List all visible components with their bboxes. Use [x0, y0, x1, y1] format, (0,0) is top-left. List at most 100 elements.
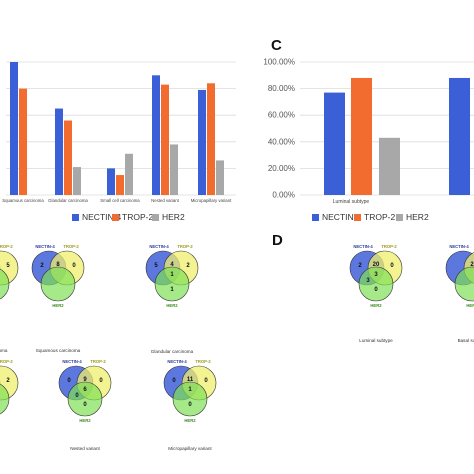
venn-caption: ...al Carcinoma [0, 348, 8, 353]
venn-label-trop: TROP-2 [177, 244, 193, 249]
venn-caption: Glandular carcinoma [151, 349, 194, 354]
y-tick-label: 40.00% [268, 137, 295, 146]
venn-circle-her2 [172, 381, 208, 417]
venn-label-her2: HER2 [184, 418, 196, 423]
venn-value-abc: 1 [170, 272, 174, 278]
venn-value-b: 2 [186, 263, 190, 269]
venn-caption: Squamous carcinoma [36, 348, 81, 353]
bar-nectin-4-3 [152, 75, 160, 195]
bar-nectin-4-2 [107, 168, 115, 195]
chart-b-gridlines [6, 61, 236, 196]
venn-label-trop: TROP-2 [90, 359, 106, 364]
bar-trop-2-3 [161, 84, 169, 195]
category-label: Nested variant [151, 198, 180, 203]
venn-value-c: 0 [83, 402, 87, 408]
venn-label-her2: HER2 [466, 303, 474, 308]
legend-swatch [72, 214, 79, 221]
venn-value-ac: 3 [366, 278, 370, 284]
venn-value-abc: 6 [83, 387, 87, 393]
venn-label-nectin: NECTIN-4 [167, 359, 187, 364]
venn-value-ab: 2 [470, 262, 474, 268]
venn-value-b: 0 [72, 263, 76, 269]
legend-b: NECTIN-4 TROP-2 HER2 [72, 212, 185, 222]
category-label: Small cell carcinoma [100, 198, 140, 203]
venn-value-ac: 0 [75, 393, 79, 399]
bar-her2-3 [170, 144, 178, 195]
venn-label-nectin: NECTIN-4 [35, 244, 55, 249]
y-tick-label: 60.00% [268, 111, 295, 120]
legend-label: HER2 [406, 212, 429, 222]
bar-trop-2-4 [207, 83, 215, 195]
venn-label-nectin: NECTIN-4 [353, 244, 373, 249]
venn-caption: Nested variant [70, 446, 100, 451]
venn-caption: Basal subtype [458, 338, 474, 343]
chart-c-category-labels: Luminal subtype [333, 199, 370, 205]
venn-value-c: 0 [188, 402, 192, 408]
venn-label-trop: TROP-2 [63, 244, 79, 249]
chart-b-bars [10, 62, 224, 195]
bar-her2-2 [125, 153, 133, 195]
legend-label: NECTIN-4 [82, 212, 121, 222]
panel-label-c: C [271, 37, 282, 54]
chart-b-category-labels: Squamous carcinoma Glandular carcinoma Sma… [2, 198, 232, 203]
venn-label-trop: TROP-2 [0, 359, 13, 364]
bar-trop-2-0 [19, 88, 27, 195]
venn-value-ab: 11 [187, 377, 194, 383]
bar-nectin-4-1 [55, 108, 63, 195]
venn-label-trop: TROP-2 [0, 244, 13, 249]
legend-swatch [354, 214, 361, 221]
venn-diagram-7: NECTIN-4 TROP-2 HER2 0 11 0 1 0 Micropapillary v… [163, 359, 217, 451]
legend-c: NECTIN-4 TROP-2 HER2 [312, 212, 429, 222]
venn-value-ab: 20 [373, 262, 380, 268]
venn-diagram-1: NECTIN-4 TROP-2 HER2 2 8 0 Squamous carcinoma [31, 244, 85, 353]
venn-value-c: 0 [374, 287, 378, 293]
bar-trop-2-1 [64, 120, 72, 195]
venn-value-b: 0 [99, 378, 103, 384]
venn-label-nectin: NECTIN-4 [449, 244, 469, 249]
bar-trop-2-0 [351, 77, 372, 195]
venn-value-a: 2 [40, 263, 44, 269]
venn-value-ab: 8 [56, 262, 60, 268]
y-tick-label: 100.00% [263, 58, 295, 67]
venn-circle-her2 [454, 266, 474, 302]
venn-value-c: 1 [170, 287, 174, 293]
category-label: Glandular carcinoma [48, 198, 88, 203]
venn-caption: Micropapillary variant [168, 446, 212, 451]
venn-circle-her2 [0, 268, 10, 300]
legend-swatch [312, 214, 319, 221]
venn-label-her2: HER2 [79, 418, 91, 423]
y-tick-label: 80.00% [268, 84, 295, 93]
venn-label-her2: HER2 [52, 303, 64, 308]
bar-her2-1 [73, 167, 81, 195]
bar-trop-2-2 [116, 175, 124, 195]
legend-swatch [396, 214, 403, 221]
y-tick-label: 20.00% [268, 164, 295, 173]
legend-swatch [112, 214, 119, 221]
venn-value-a: 2 [358, 263, 362, 269]
venn-label-nectin: NECTIN-4 [149, 244, 169, 249]
panel-label-d: D [272, 232, 283, 249]
chart-c-y-tick-labels: 0.00% 20.00% 40.00% 60.00% 80.00% 100.00% [263, 58, 295, 200]
y-tick-label: 0.00% [272, 191, 295, 200]
venn-caption: Luminal subtype [359, 338, 393, 343]
legend-label: NECTIN-4 [322, 212, 361, 222]
legend-label: HER2 [162, 212, 185, 222]
venn-label-trop: TROP-2 [381, 244, 397, 249]
category-label: Squamous carcinoma [2, 198, 44, 203]
venn-value-b: 5 [6, 263, 10, 269]
venn-value-a: 0 [67, 378, 71, 384]
venn-value-ab: 4 [170, 262, 174, 268]
venn-value-b: 0 [390, 263, 394, 269]
legend-label: TROP-2 [364, 212, 395, 222]
venn-value-a: 5 [154, 263, 158, 269]
category-label: Micropapillary variant [191, 198, 232, 203]
bar-nectin-4-0 [324, 92, 345, 195]
venn-label-trop: TROP-2 [195, 359, 211, 364]
venn-label-her2: HER2 [166, 303, 178, 308]
chart-c-bars [324, 77, 470, 195]
